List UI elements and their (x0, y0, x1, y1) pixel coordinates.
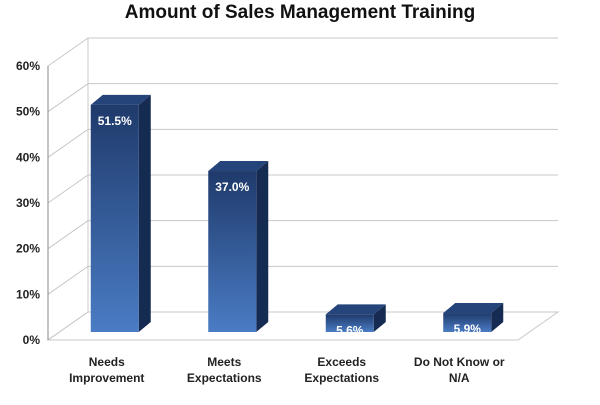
data-label: 5.6% (336, 323, 364, 337)
bar-side (256, 161, 269, 332)
data-label: 51.5% (98, 114, 132, 128)
chart-axes (46, 38, 560, 341)
data-label: 5.9% (454, 322, 482, 336)
y-tick-label: 10% (16, 287, 40, 301)
y-tick-label: 50% (16, 105, 40, 119)
bar-side (373, 304, 386, 332)
x-tick-label: Exceeds Expectations (304, 355, 379, 385)
bar (325, 314, 374, 332)
data-label: 37.0% (215, 180, 249, 194)
bar-top (90, 94, 151, 105)
bar (443, 313, 492, 332)
y-tick-label: 20% (16, 242, 40, 256)
chart-title: Amount of Sales Management Training (124, 2, 476, 23)
x-tick-label: Meets Expectations (187, 355, 262, 385)
y-tick-label: 60% (16, 59, 40, 73)
bar (90, 104, 139, 332)
y-tick-label: 0% (23, 333, 41, 347)
chart-labels: 0% 10% 20% 30% 40% 50% 60% 51.5% Needs Improvemen… (16, 59, 505, 385)
x-tick-label: Do Not Know or N/A (414, 355, 505, 385)
chart-bars (90, 94, 504, 332)
bar-top (325, 304, 386, 315)
y-tick-label: 30% (16, 196, 40, 210)
gridline (47, 37, 558, 67)
bar-side (138, 94, 151, 332)
y-tick-label: 40% (16, 150, 40, 164)
bar-side (491, 303, 504, 332)
x-tick-label: Needs Improvement (69, 355, 144, 385)
bar (208, 171, 257, 332)
bar-top (208, 161, 269, 172)
bar-top (443, 303, 504, 314)
chart-floor (46, 311, 560, 341)
